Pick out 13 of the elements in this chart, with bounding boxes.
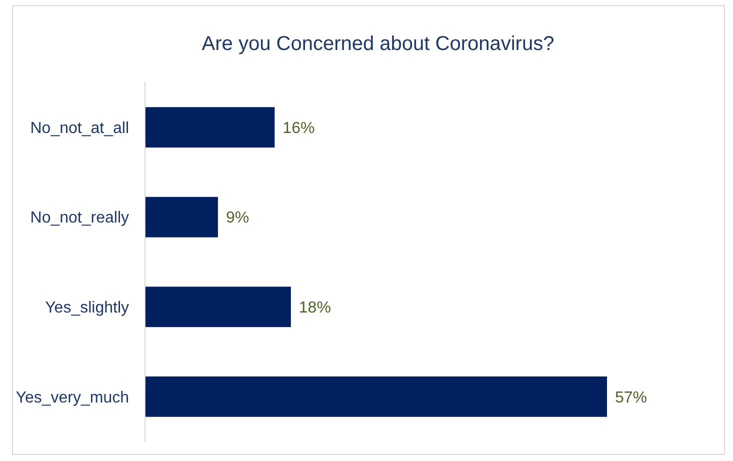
y-tick-label: No_not_really bbox=[30, 210, 129, 227]
bar bbox=[145, 376, 607, 417]
bar bbox=[145, 196, 218, 238]
data-label: 57% bbox=[615, 389, 648, 406]
data-label: 18% bbox=[298, 299, 331, 316]
bar bbox=[145, 286, 291, 328]
data-label: 9% bbox=[226, 210, 250, 227]
y-tick-label: Yes_slightly bbox=[45, 299, 129, 316]
data-label: 16% bbox=[282, 120, 315, 137]
y-tick-label: Yes_very_much bbox=[16, 389, 129, 406]
bar bbox=[145, 107, 275, 148]
y-tick-label: No_not_at_all bbox=[30, 120, 129, 137]
chart-title: Are you Concerned about Coronavirus? bbox=[202, 33, 554, 55]
